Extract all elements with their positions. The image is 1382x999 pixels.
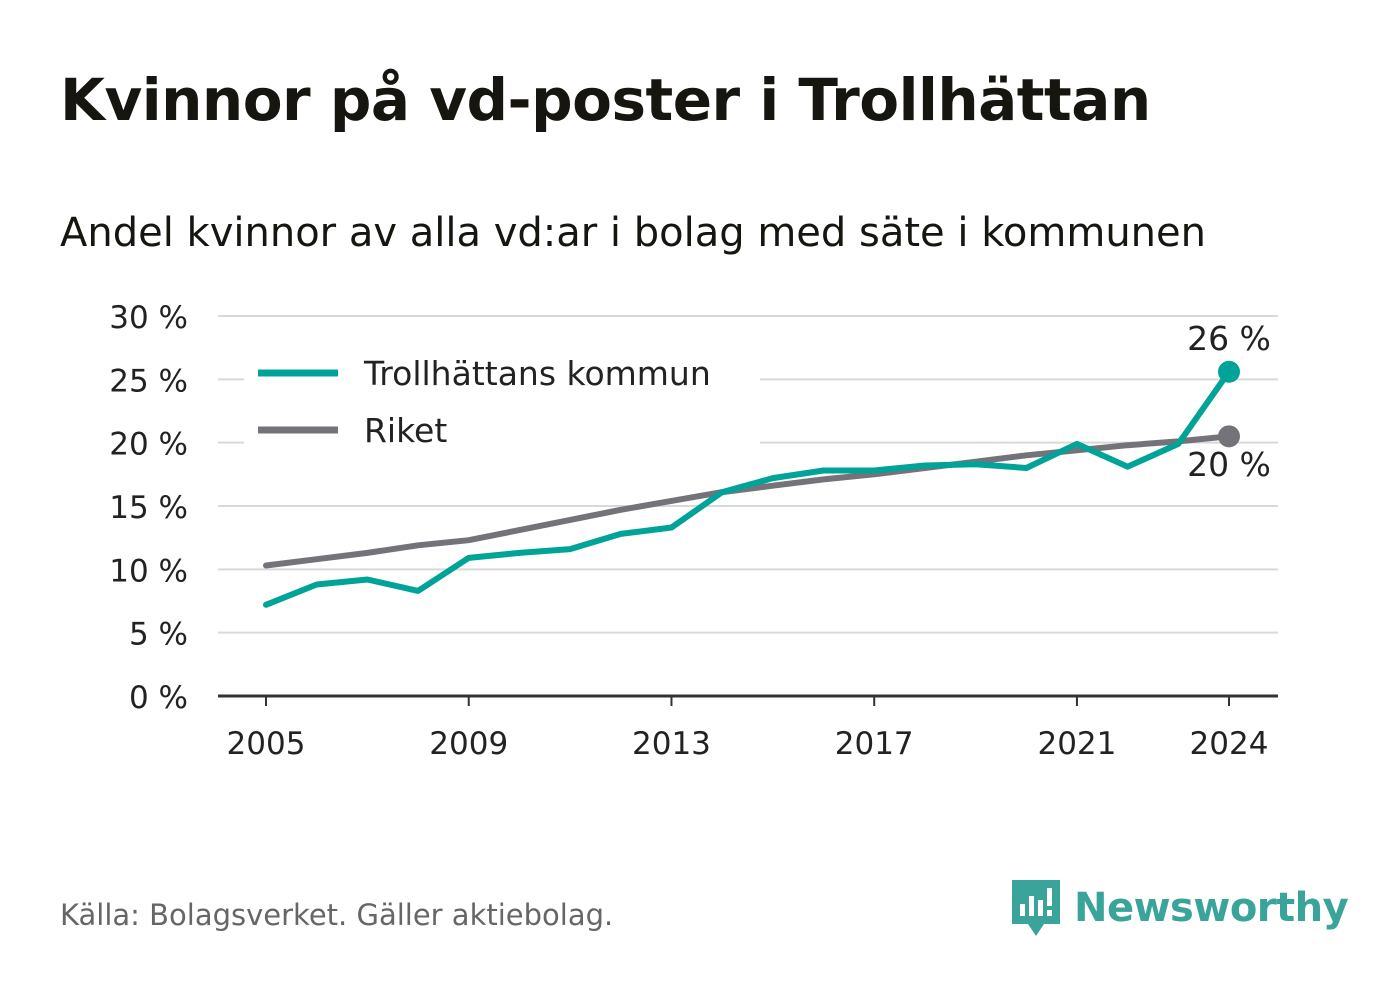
series-line — [263, 433, 1232, 569]
x-tick-label: 2017 — [835, 726, 914, 762]
series-line — [263, 368, 1232, 608]
series-lines — [263, 360, 1240, 608]
end-point — [1218, 360, 1240, 383]
legend-label: Trollhättans kommun — [363, 354, 711, 393]
y-tick-label: 20 % — [109, 427, 188, 463]
x-tick-label: 2009 — [429, 726, 508, 762]
chart-title: Kvinnor på vd-poster i Trollhättan — [60, 66, 1151, 134]
legend: Trollhättans kommun Riket — [244, 346, 760, 450]
brand-name: Newsworthy — [1074, 885, 1349, 931]
source-note: Källa: Bolagsverket. Gäller aktiebolag. — [60, 898, 614, 932]
x-tick-label: 2024 — [1190, 726, 1269, 762]
end-labels: 26 % 20 % — [1187, 319, 1271, 484]
brand-logo: Newsworthy — [1010, 878, 1349, 938]
x-tick-label: 2005 — [227, 726, 306, 762]
chart-subtitle: Andel kvinnor av alla vd:ar i bolag med … — [60, 210, 1206, 256]
end-label: 26 % — [1187, 319, 1271, 358]
end-label: 20 % — [1187, 445, 1271, 484]
end-point — [1218, 425, 1240, 448]
y-tick-label: 10 % — [109, 553, 188, 589]
x-tick-label: 2021 — [1037, 726, 1116, 762]
y-axis-ticks: 0 % 5 % 10 % 15 % 20 % 25 % 30 % — [109, 300, 188, 716]
x-tick-label: 2013 — [632, 726, 711, 762]
newsworthy-logo-icon — [1012, 880, 1060, 936]
y-tick-label: 30 % — [109, 300, 188, 336]
legend-label: Riket — [364, 411, 447, 450]
y-tick-label: 25 % — [109, 363, 188, 399]
y-tick-label: 5 % — [129, 617, 188, 653]
y-tick-label: 15 % — [109, 490, 188, 526]
y-tick-label: 0 % — [129, 680, 188, 716]
x-axis-ticks: 2005 2009 2013 2017 2021 2024 — [227, 696, 1269, 762]
